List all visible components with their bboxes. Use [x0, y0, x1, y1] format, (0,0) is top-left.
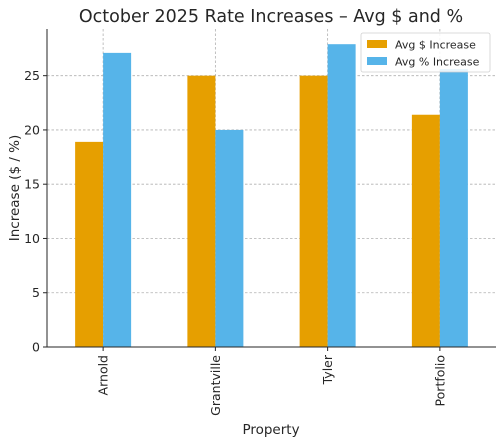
y-tick-label: 0 — [32, 340, 40, 355]
x-tick-label-grantville: Grantville — [208, 355, 223, 416]
bar-avg-percent-grantville — [215, 129, 244, 347]
y-tick-label: 5 — [32, 285, 40, 300]
ticks-layer: 0 5 10 15 20 25 Arnold Grantville Tyler Portfolio — [24, 68, 447, 416]
x-tick-label-tyler: Tyler — [320, 354, 335, 385]
bar-avg-percent-portfolio — [439, 69, 468, 348]
y-tick-label: 10 — [24, 231, 40, 246]
legend-swatch-avg-dollar — [367, 40, 387, 48]
bar-avg-dollar-grantville — [187, 75, 216, 347]
x-tick-label-arnold: Arnold — [96, 355, 111, 395]
y-tick-label: 15 — [24, 177, 40, 192]
x-tick-label-portfolio: Portfolio — [432, 355, 447, 406]
legend-swatch-avg-percent — [367, 57, 387, 65]
legend-label-avg-percent: Avg % Increase — [395, 56, 480, 69]
x-axis-label: Property — [242, 422, 299, 438]
bar-avg-dollar-portfolio — [411, 114, 440, 347]
bars-layer — [75, 44, 468, 348]
chart-title: October 2025 Rate Increases – Avg $ and … — [79, 7, 463, 27]
bar-avg-dollar-arnold — [75, 141, 104, 347]
bar-avg-percent-arnold — [103, 52, 132, 347]
legend: Avg $ Increase Avg % Increase — [360, 32, 491, 73]
axes-layer — [46, 29, 496, 348]
legend-frame — [360, 32, 491, 73]
bar-avg-dollar-tyler — [299, 75, 328, 347]
y-axis-label: Increase ($ / %) — [7, 135, 23, 242]
y-tick-label: 20 — [24, 122, 40, 137]
y-tick-label: 25 — [24, 68, 40, 83]
bar-avg-percent-tyler — [327, 44, 356, 347]
legend-label-avg-dollar: Avg $ Increase — [395, 39, 476, 52]
